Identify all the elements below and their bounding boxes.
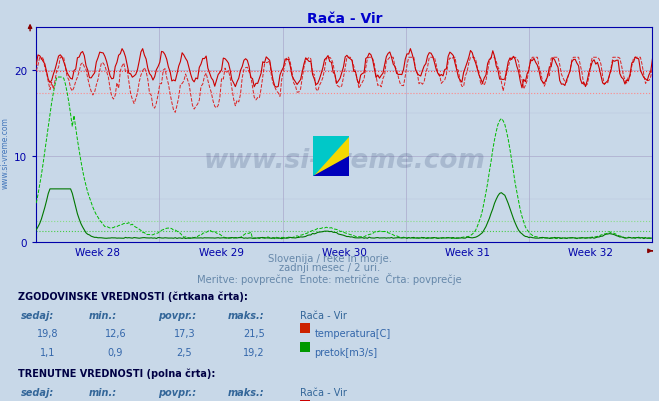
Polygon shape	[313, 156, 349, 176]
Text: 19,8: 19,8	[37, 328, 58, 338]
Text: www.si-vreme.com: www.si-vreme.com	[204, 148, 485, 174]
Text: maks.:: maks.:	[227, 310, 264, 320]
Text: povpr.:: povpr.:	[158, 387, 196, 397]
Text: povpr.:: povpr.:	[158, 310, 196, 320]
Text: sedaj:: sedaj:	[21, 387, 54, 397]
Text: 0,9: 0,9	[107, 347, 123, 357]
Text: 21,5: 21,5	[243, 328, 265, 338]
Text: temperatura[C]: temperatura[C]	[314, 328, 391, 338]
Text: 12,6: 12,6	[105, 328, 126, 338]
Text: www.si-vreme.com: www.si-vreme.com	[1, 117, 10, 188]
Text: Slovenija / reke in morje.: Slovenija / reke in morje.	[268, 253, 391, 263]
Text: zadnji mesec / 2 uri.: zadnji mesec / 2 uri.	[279, 262, 380, 272]
Text: min.:: min.:	[89, 310, 117, 320]
Text: Meritve: povprečne  Enote: metrične  Črta: povprečje: Meritve: povprečne Enote: metrične Črta:…	[197, 272, 462, 284]
Text: 1,1: 1,1	[40, 347, 55, 357]
Text: 19,2: 19,2	[243, 347, 264, 357]
Text: Rača - Vir: Rača - Vir	[300, 310, 347, 320]
Text: sedaj:: sedaj:	[21, 310, 54, 320]
Text: TRENUTNE VREDNOSTI (polna črta):: TRENUTNE VREDNOSTI (polna črta):	[18, 368, 216, 378]
Text: 2,5: 2,5	[177, 347, 192, 357]
Text: maks.:: maks.:	[227, 387, 264, 397]
Text: min.:: min.:	[89, 387, 117, 397]
Text: pretok[m3/s]: pretok[m3/s]	[314, 347, 378, 357]
Text: Rača - Vir: Rača - Vir	[300, 387, 347, 397]
Text: ZGODOVINSKE VREDNOSTI (črtkana črta):: ZGODOVINSKE VREDNOSTI (črtkana črta):	[18, 291, 248, 301]
Title: Rača - Vir: Rača - Vir	[306, 12, 382, 26]
Polygon shape	[313, 136, 349, 176]
Text: 17,3: 17,3	[174, 328, 195, 338]
